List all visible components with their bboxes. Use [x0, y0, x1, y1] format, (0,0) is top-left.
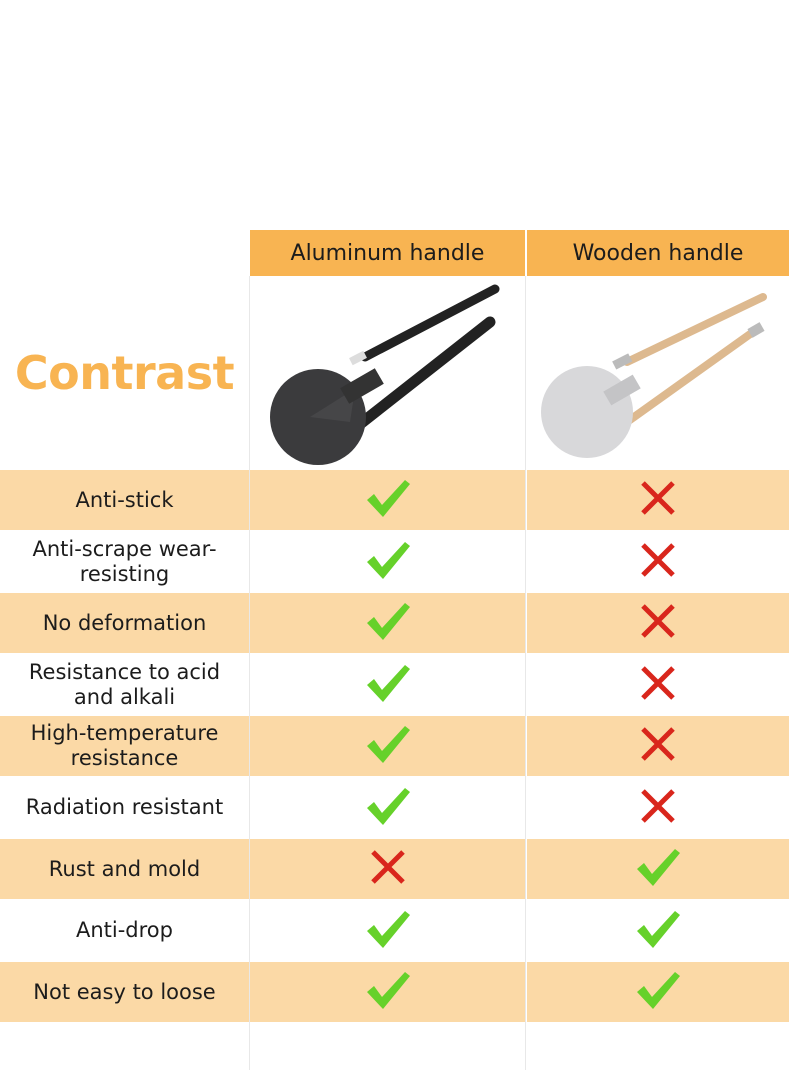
- cross-icon: [640, 788, 676, 828]
- column-header-wooden: Wooden handle: [527, 230, 789, 276]
- check-icon: [365, 724, 411, 768]
- aluminum-cell: [250, 778, 525, 838]
- table-row: Rust and mold: [0, 839, 789, 899]
- check-icon: [365, 786, 411, 830]
- aluminum-cell: [250, 532, 525, 592]
- table-row: High-temperature resistance: [0, 716, 789, 776]
- cross-icon: [640, 603, 676, 643]
- table-row: Anti-drop: [0, 901, 789, 961]
- wooden-cell: [527, 839, 789, 899]
- cross-icon: [640, 665, 676, 705]
- check-icon: [365, 909, 411, 953]
- feature-label: High-temperature resistance: [0, 716, 249, 776]
- feature-label: Anti-scrape wear-resisting: [0, 532, 249, 592]
- feature-text: Anti-scrape wear-resisting: [32, 536, 217, 586]
- aluminum-cell: [250, 593, 525, 653]
- feature-label: Anti-drop: [0, 901, 249, 961]
- check-icon: [365, 478, 411, 522]
- check-icon: [635, 970, 681, 1014]
- feature-label: No deformation: [0, 593, 249, 653]
- table-row: Anti-stick: [0, 470, 789, 530]
- table-row: Radiation resistant: [0, 778, 789, 838]
- table-row: Anti-scrape wear-resisting: [0, 532, 789, 592]
- feature-text: Rust and mold: [48, 856, 201, 881]
- cross-icon: [370, 849, 406, 889]
- check-icon: [365, 970, 411, 1014]
- feature-text: Not easy to loose: [33, 979, 216, 1004]
- feature-text: Resistance to acid and alkali: [28, 659, 221, 709]
- aluminum-cell: [250, 716, 525, 776]
- wooden-cell: [527, 962, 789, 1022]
- check-icon: [365, 663, 411, 707]
- aluminum-cell: [250, 839, 525, 899]
- feature-label: Radiation resistant: [0, 778, 249, 838]
- column-header-aluminum: Aluminum handle: [250, 230, 525, 276]
- wooden-cell: [527, 593, 789, 653]
- check-icon: [365, 601, 411, 645]
- aluminum-cell: [250, 901, 525, 961]
- aluminum-peel-image: [250, 277, 525, 470]
- feature-label: Resistance to acid and alkali: [0, 655, 249, 715]
- wooden-cell: [527, 901, 789, 961]
- wooden-cell: [527, 470, 789, 530]
- feature-text: No deformation: [42, 610, 207, 635]
- table-row: Not easy to loose: [0, 962, 789, 1022]
- wooden-cell: [527, 778, 789, 838]
- wooden-cell: [527, 532, 789, 592]
- check-icon: [365, 540, 411, 584]
- cross-icon: [640, 480, 676, 520]
- wooden-peel-image: [527, 277, 789, 470]
- table-row: No deformation: [0, 593, 789, 653]
- check-icon: [635, 847, 681, 891]
- check-icon: [635, 909, 681, 953]
- feature-label: Rust and mold: [0, 839, 249, 899]
- feature-text: High-temperature resistance: [30, 721, 219, 770]
- page-title: Contrast: [14, 346, 235, 400]
- feature-text: Anti-stick: [75, 487, 174, 512]
- aluminum-cell: [250, 470, 525, 530]
- aluminum-cell: [250, 962, 525, 1022]
- feature-text: Anti-drop: [75, 918, 173, 942]
- aluminum-cell: [250, 655, 525, 715]
- table-row: Resistance to acid and alkali: [0, 655, 789, 715]
- wooden-cell: [527, 716, 789, 776]
- feature-text: Radiation resistant: [25, 795, 224, 819]
- cross-icon: [640, 726, 676, 766]
- feature-label: Anti-stick: [0, 470, 249, 530]
- wooden-cell: [527, 655, 789, 715]
- feature-label: Not easy to loose: [0, 962, 249, 1022]
- cross-icon: [640, 542, 676, 582]
